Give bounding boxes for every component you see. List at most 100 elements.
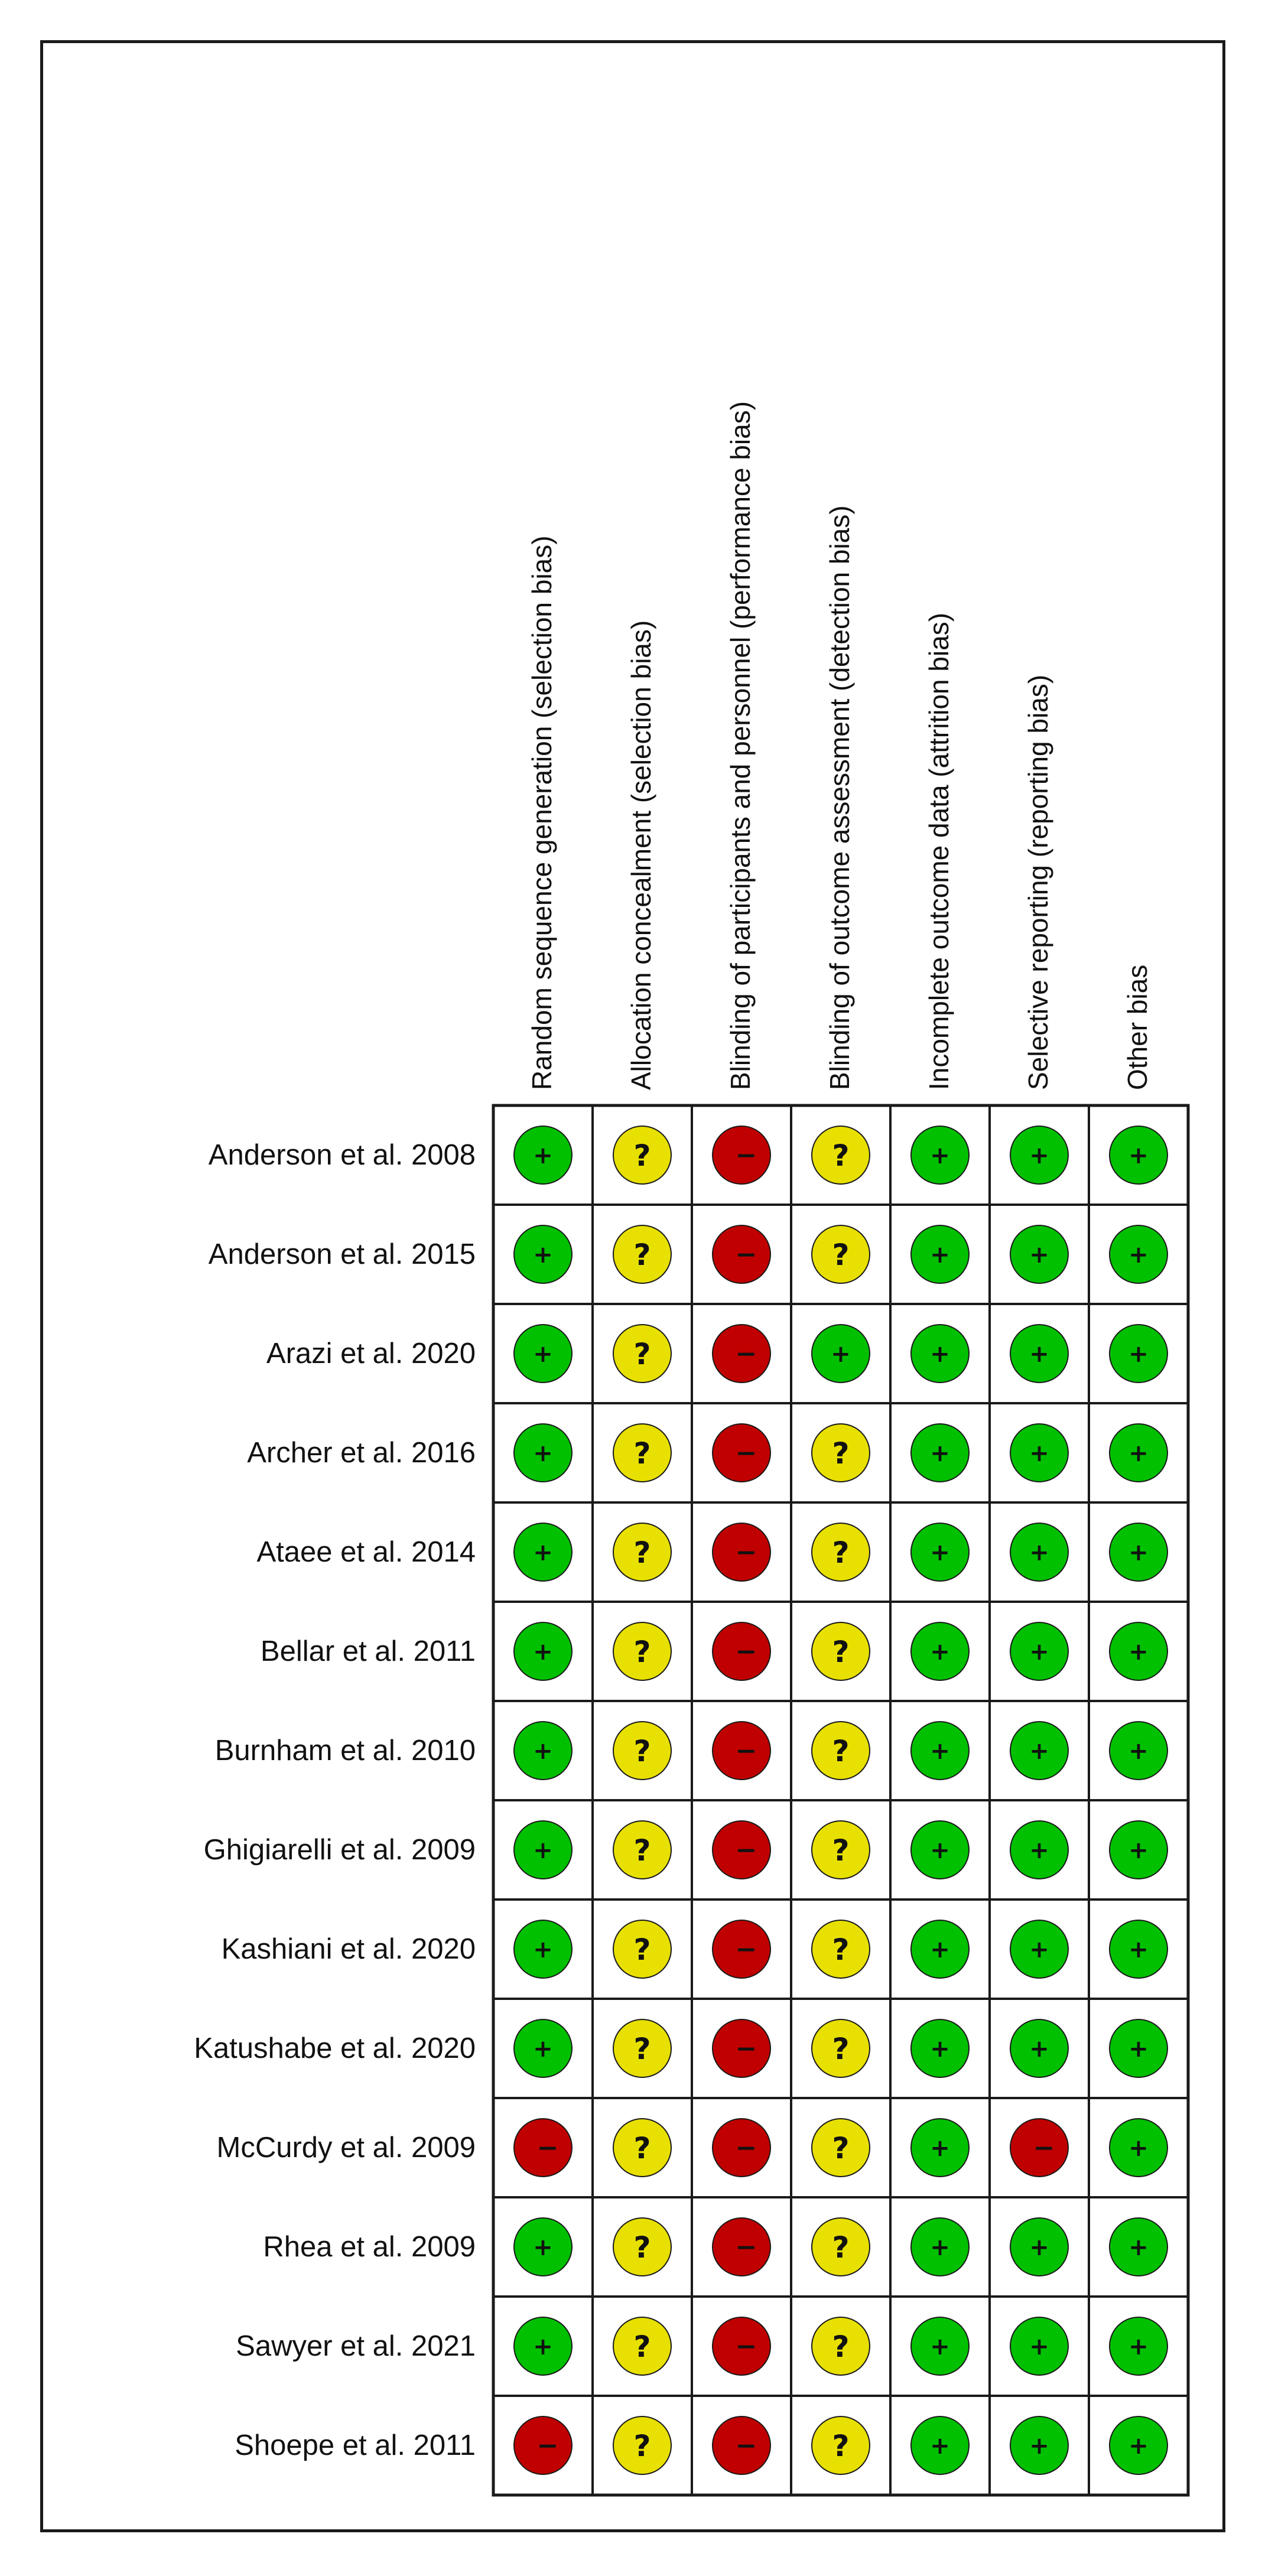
low-risk-mark [1010, 1423, 1069, 1482]
low-risk-mark [1109, 1622, 1168, 1681]
low-risk-mark [1109, 1126, 1168, 1185]
rating-symbol: + [1128, 2135, 1149, 2162]
rating-symbol: + [533, 2234, 553, 2261]
rating-symbol: + [1029, 2333, 1049, 2360]
low-risk-mark [910, 2217, 970, 2276]
low-risk-mark [1109, 1225, 1168, 1284]
low-risk-mark [910, 1523, 970, 1582]
rating-symbol: + [1128, 1440, 1149, 1467]
rating-symbol: ? [633, 2330, 650, 2364]
rating-symbol: + [1128, 2234, 1149, 2261]
low-risk-mark [513, 1225, 573, 1284]
unclear-risk-mark [811, 1523, 870, 1582]
rating-symbol: − [736, 2034, 757, 2064]
low-risk-mark [1010, 2019, 1069, 2078]
rating-symbol: + [533, 1440, 553, 1467]
rating-symbol: ? [633, 1536, 650, 1570]
rating-symbol: − [736, 2431, 757, 2461]
high-risk-mark [513, 2118, 573, 2177]
rating-symbol: ? [832, 2429, 849, 2463]
high-risk-mark [712, 1225, 771, 1284]
high-risk-mark [712, 1523, 771, 1582]
rating-symbol: ? [832, 1734, 849, 1768]
rating-symbol: + [1128, 1638, 1149, 1666]
low-risk-mark [1010, 1523, 1069, 1582]
rating-symbol: + [1128, 1341, 1149, 1368]
rating-symbol: ? [633, 1635, 650, 1669]
unclear-risk-mark [613, 1721, 672, 1780]
low-risk-mark [1010, 1126, 1069, 1185]
unclear-risk-mark [613, 1523, 672, 1582]
rating-symbol: + [930, 1738, 950, 1765]
rating-symbol: − [736, 1637, 757, 1667]
high-risk-mark [712, 1820, 771, 1879]
low-risk-mark [1109, 2019, 1168, 2078]
rating-symbol: + [930, 2432, 950, 2460]
rating-symbol: ? [832, 1436, 849, 1471]
rating-symbol: + [533, 2333, 553, 2360]
rating-symbol: + [930, 1936, 950, 1963]
column-header: Other bias [1122, 965, 1153, 1090]
rating-symbol: + [1128, 1837, 1149, 1864]
unclear-risk-mark [613, 1225, 672, 1284]
rating-symbol: + [533, 1539, 553, 1566]
row-label: Bellar et al. 2011 [261, 1635, 476, 1667]
low-risk-mark [910, 1423, 970, 1482]
rating-symbol: + [930, 1638, 950, 1666]
rating-symbol: ? [633, 1139, 650, 1173]
rating-symbol: ? [832, 1933, 849, 1967]
rating-symbol: + [1029, 2234, 1049, 2261]
low-risk-mark [910, 1225, 970, 1284]
unclear-risk-mark [613, 2118, 672, 2177]
rating-symbol: − [736, 1240, 757, 1270]
rating-symbol: + [1128, 1241, 1149, 1269]
low-risk-mark [1010, 2217, 1069, 2276]
low-risk-mark [513, 1622, 573, 1681]
rating-symbol: − [736, 1835, 757, 1865]
unclear-risk-mark [613, 2019, 672, 2078]
high-risk-mark [712, 1920, 771, 1979]
column-header: Selective reporting (reporting bias) [1023, 675, 1053, 1090]
low-risk-mark [1010, 1324, 1069, 1383]
rating-symbol: ? [832, 2131, 849, 2165]
row-label: Burnham et al. 2010 [215, 1735, 476, 1767]
low-risk-mark [1109, 2118, 1168, 2177]
rating-symbol: + [1029, 2035, 1049, 2063]
rating-symbol: − [736, 1140, 757, 1170]
rating-symbol: + [930, 2135, 950, 2162]
low-risk-mark [1109, 2217, 1168, 2276]
unclear-risk-mark [811, 1820, 870, 1879]
rating-symbol: + [930, 2333, 950, 2360]
rating-symbol: ? [633, 2032, 650, 2066]
rating-symbol: ? [633, 2131, 650, 2165]
row-label: Rhea et al. 2009 [263, 2231, 476, 2263]
unclear-risk-mark [811, 2217, 870, 2276]
low-risk-mark [1010, 2416, 1069, 2475]
rating-symbol: ? [633, 1238, 650, 1272]
rating-symbol: + [930, 2234, 950, 2261]
low-risk-mark [513, 1721, 573, 1780]
rating-symbol: + [1128, 2333, 1149, 2360]
low-risk-mark [1109, 1423, 1168, 1482]
rating-symbol: ? [633, 2429, 650, 2463]
rating-symbol: + [1029, 1539, 1049, 1566]
rating-symbol: + [533, 2035, 553, 2063]
rating-symbol: + [1128, 2432, 1149, 2460]
low-risk-mark [910, 2317, 970, 2376]
rating-symbol: ? [832, 2032, 849, 2066]
rating-symbol: ? [633, 1933, 650, 1967]
risk-of-bias-chart: Random sequence generation (selection bi… [194, 401, 1190, 2497]
high-risk-mark [712, 2416, 771, 2475]
rating-symbol: + [930, 1837, 950, 1864]
low-risk-mark [513, 1523, 573, 1582]
row-label: Kashiani et al. 2020 [222, 1933, 476, 1965]
row-label: Anderson et al. 2015 [209, 1238, 476, 1270]
low-risk-mark [1109, 2416, 1168, 2475]
rating-symbol: ? [832, 1833, 849, 1868]
low-risk-mark [910, 1920, 970, 1979]
column-header: Incomplete outcome data (attrition bias) [923, 613, 954, 1090]
rating-symbol: + [1128, 1936, 1149, 1963]
high-risk-mark [712, 1622, 771, 1681]
unclear-risk-mark [811, 2118, 870, 2177]
rating-symbol: + [930, 1440, 950, 1467]
